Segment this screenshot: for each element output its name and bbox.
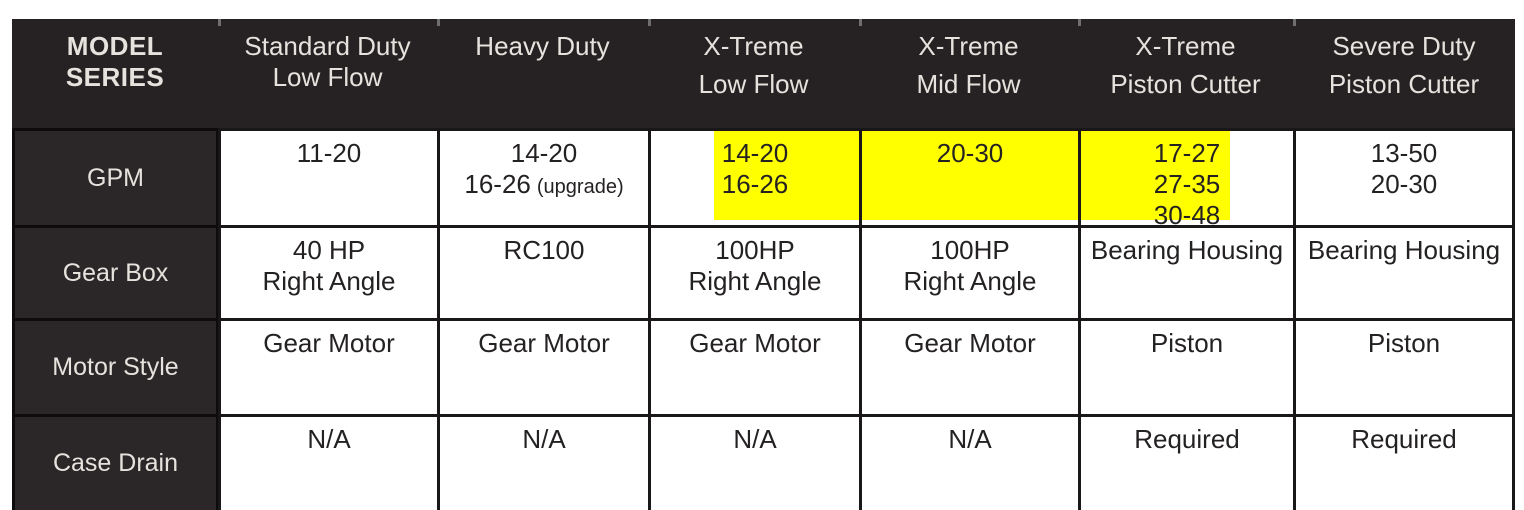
comparison-table: MODEL SERIES Standard Duty Low Flow Heav… (12, 19, 1515, 510)
cell-line: 20-30 (1370, 169, 1438, 199)
cell-line: 16-26 (721, 169, 789, 199)
cell-line: Gear Motor (263, 328, 395, 358)
cell-line: Right Angle (262, 266, 396, 296)
cell-line: Right Angle (688, 266, 822, 296)
cell-gpm-standard-duty: 11-20 (218, 128, 437, 225)
header-cell-xtreme-low-flow: X-Treme Low Flow (648, 19, 859, 128)
cell-case-drain-xtreme-piston-cutter: Required (1078, 414, 1293, 510)
cell-line: RC100 (503, 235, 585, 265)
header-line: X-Treme (918, 31, 1019, 61)
cell-gpm-xtreme-low-flow: 14-20 16-26 (648, 128, 859, 225)
cell-gear-box-standard-duty: 40 HP Right Angle (218, 225, 437, 318)
header-divider-tick (859, 19, 862, 26)
cell-line: 17-27 (1153, 138, 1221, 168)
cell-gear-box-heavy-duty: RC100 (437, 225, 648, 318)
header-line: Low Flow (698, 69, 809, 99)
cell-line: 20-30 (936, 138, 1004, 168)
cell-motor-style-heavy-duty: Gear Motor (437, 318, 648, 414)
cell-motor-style-xtreme-low-flow: Gear Motor (648, 318, 859, 414)
highlight-band (714, 131, 859, 220)
cell-line: 100HP (930, 235, 1010, 265)
row-label-motor-style: Motor Style (12, 318, 218, 414)
cell-line: 16-26 (upgrade) (440, 169, 648, 203)
cell-gpm-xtreme-mid-flow: 20-30 (859, 128, 1078, 225)
cell-gpm-xtreme-piston-cutter: 17-27 27-35 30-48 (1078, 128, 1293, 230)
cell-gear-box-xtreme-low-flow: 100HP Right Angle (648, 225, 859, 318)
header-line: Mid Flow (916, 69, 1021, 99)
header-cell-xtreme-mid-flow: X-Treme Mid Flow (859, 19, 1078, 128)
cell-gpm-severe-duty: 13-50 20-30 (1293, 128, 1515, 225)
cell-case-drain-xtreme-low-flow: N/A (648, 414, 859, 510)
gpm-upgrade-value: 16-26 (464, 169, 531, 199)
cell-line: N/A (307, 424, 351, 454)
row-label-case-drain: Case Drain (12, 414, 218, 510)
header-line: Standard Duty (244, 31, 411, 61)
header-line: Piston Cutter (1328, 69, 1480, 99)
cell-case-drain-severe-duty: Required (1293, 414, 1515, 510)
cell-line: 100HP (715, 235, 795, 265)
upgrade-note: (upgrade) (536, 176, 624, 198)
cell-line: N/A (522, 424, 566, 454)
row-label-gpm: GPM (12, 128, 218, 225)
header-cell-xtreme-piston-cutter: X-Treme Piston Cutter (1078, 19, 1293, 128)
cell-line: N/A (948, 424, 992, 454)
cell-line: Piston (1367, 328, 1441, 358)
header-cell-severe-duty-piston-cutter: Severe Duty Piston Cutter (1293, 19, 1515, 128)
cell-line: Bearing Housing (1090, 235, 1284, 265)
row-label-text: GPM (87, 163, 144, 192)
header-divider-tick (648, 19, 651, 26)
cell-line: Gear Motor (478, 328, 610, 358)
header-line: Severe Duty (1332, 31, 1476, 61)
cell-gear-box-xtreme-mid-flow: 100HP Right Angle (859, 225, 1078, 318)
cell-line: 27-35 (1153, 169, 1221, 199)
cell-line: 30-48 (1153, 200, 1221, 230)
cell-line: Required (1351, 424, 1457, 454)
cell-line: 11-20 (296, 138, 362, 168)
cell-line: Right Angle (903, 266, 1037, 296)
cell-gear-box-severe-duty: Bearing Housing (1293, 225, 1515, 318)
row-label-text: Motor Style (52, 353, 179, 381)
header-line: Piston Cutter (1110, 69, 1261, 99)
cell-motor-style-xtreme-mid-flow: Gear Motor (859, 318, 1078, 414)
header-line: X-Treme (1135, 31, 1236, 61)
header-divider-tick (218, 19, 221, 26)
header-line: Heavy Duty (475, 31, 610, 61)
header-line: Low Flow (272, 62, 383, 92)
cell-motor-style-severe-duty: Piston (1293, 318, 1515, 414)
row-label-gear-box: Gear Box (12, 225, 218, 318)
cell-line: 14-20 (721, 138, 789, 168)
header-divider-tick (437, 19, 440, 26)
header-divider-tick (1293, 19, 1296, 26)
header-line: X-Treme (703, 31, 804, 61)
cell-line: 40 HP (292, 235, 366, 265)
cell-line: Bearing Housing (1307, 235, 1501, 265)
highlight-band (1081, 131, 1230, 220)
cell-line: Gear Motor (689, 328, 821, 358)
cell-motor-style-xtreme-piston-cutter: Piston (1078, 318, 1293, 414)
cell-line: 14-20 (510, 138, 578, 168)
cell-gpm-heavy-duty: 14-20 16-26 (upgrade) (437, 128, 648, 225)
header-line: MODEL (66, 31, 164, 61)
cell-case-drain-heavy-duty: N/A (437, 414, 648, 510)
cell-motor-style-standard-duty: Gear Motor (218, 318, 437, 414)
cell-case-drain-standard-duty: N/A (218, 414, 437, 510)
cell-case-drain-xtreme-mid-flow: N/A (859, 414, 1078, 510)
cell-line: Required (1134, 424, 1240, 454)
row-label-text: Gear Box (62, 258, 169, 287)
cell-line: 13-50 (1370, 138, 1438, 168)
cell-line: Piston (1150, 328, 1224, 358)
header-cell-standard-duty-low-flow: Standard Duty Low Flow (218, 19, 437, 128)
cell-line: Gear Motor (904, 328, 1036, 358)
cell-line: N/A (733, 424, 777, 454)
header-divider-tick (1078, 19, 1081, 26)
header-cell-heavy-duty: Heavy Duty (437, 19, 648, 128)
cell-gear-box-xtreme-piston-cutter: Bearing Housing (1078, 225, 1293, 318)
highlight-band (862, 131, 1078, 220)
header-cell-model-series: MODEL SERIES (12, 19, 218, 128)
row-label-text: Case Drain (52, 449, 179, 477)
header-line: SERIES (65, 62, 165, 92)
